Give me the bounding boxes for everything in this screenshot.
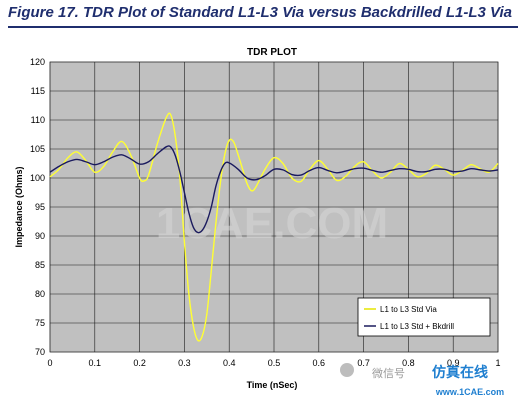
y-tick-label: 110: [31, 115, 45, 125]
y-axis-label: Impedance (Ohms): [14, 166, 24, 247]
wechat-icon: [340, 363, 354, 377]
series-bkdrill-line: [49, 145, 499, 234]
legend-label-std-via: L1 to L3 Std Via: [380, 305, 437, 314]
series-layer: [49, 112, 499, 342]
legend-label-bkdrill: L1 to L3 Std + Bkdrill: [380, 322, 454, 331]
x-tick-label: 0.7: [357, 358, 370, 368]
y-tick-label: 70: [35, 347, 45, 357]
legend-box: [357, 297, 491, 337]
y-tick-label: 90: [35, 231, 45, 241]
y-tick-label: 115: [31, 86, 45, 96]
y-tick-label: 100: [30, 173, 45, 183]
x-tick-label: 0.2: [133, 358, 146, 368]
footer-wechat-text: 微信号: [372, 366, 405, 380]
tdr-chart: 1CAE.COM 70 75 80 85 90 95 100 105 110 115 120 0 0.1…: [14, 47, 504, 397]
x-axis-label: Time (nSec): [247, 380, 298, 390]
footer-brand-text: 仿真在线: [432, 364, 488, 380]
footer-url-text: www.1CAE.com: [435, 387, 504, 397]
chart-title: TDR PLOT: [247, 47, 297, 58]
x-tick-label: 0.1: [89, 358, 102, 368]
y-tick-label: 80: [35, 289, 45, 299]
axis-ticks: 70 75 80 85 90 95 100 105 110 115 120 0 0.1 0.2 0.3 0.4…: [30, 57, 501, 368]
y-tick-label: 75: [35, 318, 45, 328]
x-tick-label: 0.6: [313, 358, 326, 368]
figure-caption: Figure 17. TDR Plot of Standard L1-L3 Vi…: [8, 4, 513, 21]
x-tick-label: 0.3: [178, 358, 191, 368]
x-tick-label: 0.4: [223, 358, 236, 368]
x-tick-label: 0.5: [268, 358, 281, 368]
x-tick-label: 0: [47, 358, 52, 368]
y-tick-label: 85: [35, 260, 45, 270]
legend: L1 to L3 Std Via L1 to L3 Std + Bkdrill: [357, 297, 491, 337]
x-tick-label: 0.9: [447, 358, 460, 368]
chart-watermark: 1CAE.COM: [156, 199, 388, 248]
y-tick-label: 105: [30, 144, 45, 154]
y-tick-label: 95: [35, 202, 45, 212]
footer-watermark: 微信号 仿真在线 www.1CAE.com: [340, 363, 504, 397]
caption-rule: [8, 26, 518, 28]
y-tick-label: 120: [30, 57, 45, 67]
x-tick-label: 1: [495, 358, 500, 368]
gridlines: [49, 61, 499, 353]
x-tick-label: 0.8: [402, 358, 415, 368]
